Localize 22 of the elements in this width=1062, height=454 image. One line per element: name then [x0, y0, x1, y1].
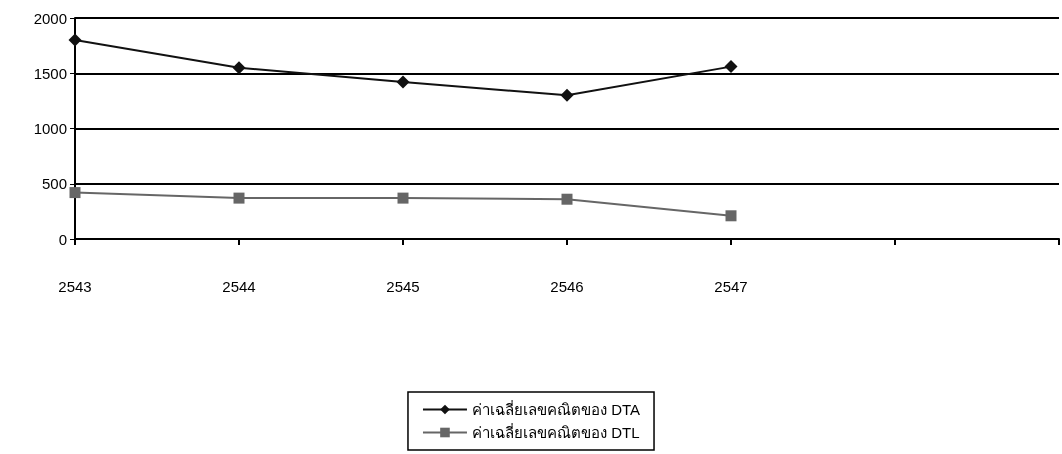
y-tick-label: 0: [58, 230, 67, 248]
y-tick-label: 2000: [33, 9, 67, 27]
point: [725, 210, 737, 222]
x-tick-label: 2546: [550, 278, 584, 295]
point: [232, 61, 246, 75]
point: [560, 88, 574, 102]
legend-label: ค่าเฉลี่ยเลขคณิตของ DTA: [471, 399, 641, 418]
legend-label: ค่าเฉลี่ยเลขคณิตของ DTL: [471, 422, 640, 441]
point: [561, 193, 573, 205]
point: [396, 75, 410, 89]
point: [724, 60, 738, 74]
point: [233, 192, 245, 204]
point: [69, 187, 81, 199]
y-tick-label: 1000: [33, 120, 67, 137]
x-tick-label: 2544: [222, 278, 256, 295]
x-tick-label: 2543: [58, 278, 92, 295]
x-tick-label: 2547: [714, 278, 748, 295]
x-tick-label: 2545: [386, 278, 420, 295]
point: [68, 33, 82, 47]
y-tick-label: 1500: [33, 64, 67, 82]
y-tick-label: 500: [41, 175, 67, 193]
point: [397, 192, 409, 204]
